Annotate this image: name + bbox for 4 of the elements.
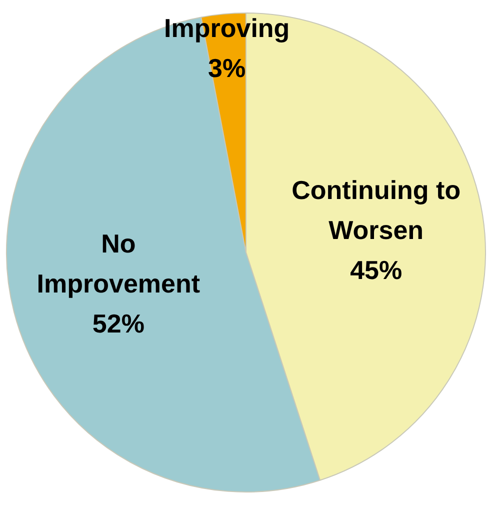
slice-label: No Improvement [36, 228, 200, 298]
data-label: 45% [350, 255, 402, 286]
data-label: 52% [92, 308, 144, 338]
slice-label: Continuing to Worsen [292, 175, 461, 246]
